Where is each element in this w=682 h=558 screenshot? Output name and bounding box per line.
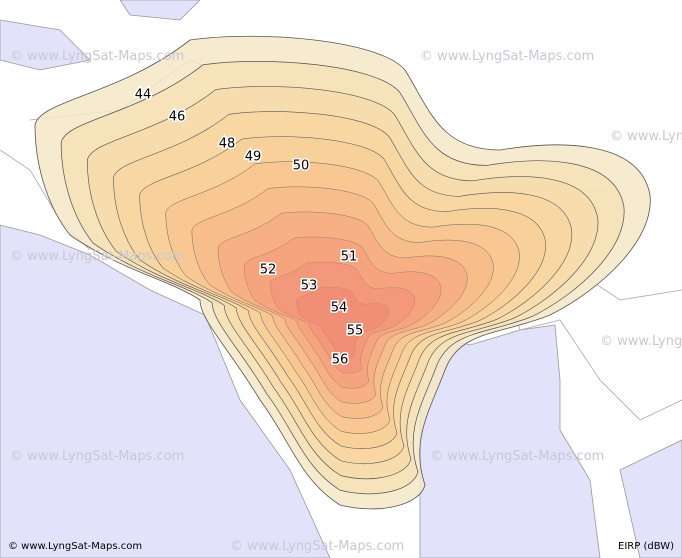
unit-label: EIRP (dBW): [618, 541, 674, 552]
contour-label: 55: [347, 324, 364, 339]
contour-label: 44: [135, 88, 152, 103]
watermarks: © www.LyngSat-Maps.com © www.LyngSat-Maps…: [10, 49, 682, 554]
contour-labels: 44 46 48 49 50 51 52 53 54 55 56: [133, 86, 365, 369]
contour-label: 53: [301, 279, 318, 294]
watermark: © www.LyngSat-Maps.com: [10, 49, 184, 64]
credit: © www.LyngSat-Maps.com: [8, 541, 142, 552]
watermark: © www.LyngSat-Maps.com: [610, 129, 682, 144]
contour-label: 54: [331, 301, 348, 316]
watermark: © www.LyngSat-Maps.com: [10, 249, 184, 264]
contour-label: 48: [219, 137, 236, 152]
contour-label: 49: [245, 150, 262, 165]
watermark: © www.LyngSat-Maps.com: [430, 449, 604, 464]
contour: [296, 287, 389, 359]
contour-label: 51: [341, 250, 358, 265]
watermark: © www.LyngSat-Maps.com: [420, 49, 594, 64]
contour-label: 50: [293, 159, 310, 174]
watermark: © www.LyngSat-Maps.com: [230, 539, 404, 554]
contour-label: 56: [332, 353, 349, 368]
coverage-contours: [34, 35, 651, 510]
watermark: © www.LyngSat-Maps.com: [10, 449, 184, 464]
watermark: © www.LyngSat-Maps.com: [600, 334, 682, 349]
contour-label: 46: [169, 110, 186, 125]
contour-label: 52: [260, 263, 277, 278]
